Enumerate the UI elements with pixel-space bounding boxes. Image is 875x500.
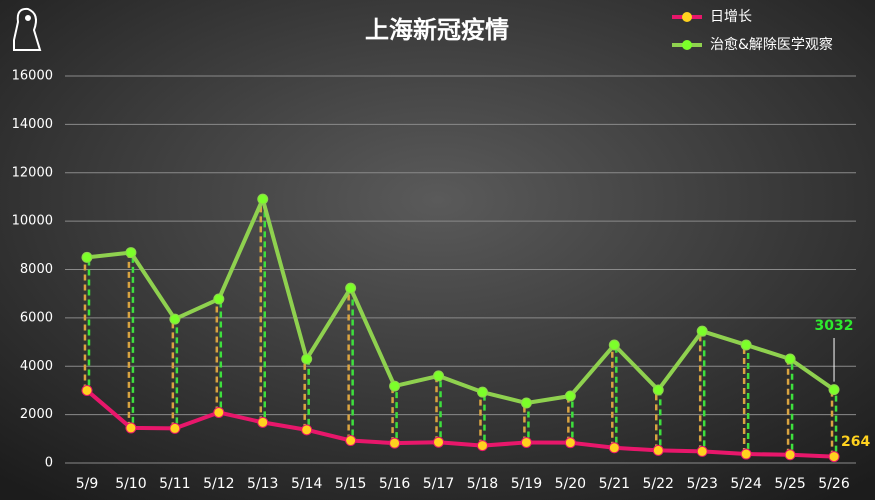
x-tick-label: 5/10 <box>115 476 146 492</box>
data-point <box>476 386 488 398</box>
data-point <box>696 325 708 337</box>
legend-label: 日增长 <box>710 9 752 25</box>
data-point <box>125 422 137 434</box>
data-label: 264 <box>841 434 870 450</box>
x-tick-label: 5/24 <box>730 476 762 492</box>
x-tick-label: 5/19 <box>511 476 542 492</box>
x-tick-label: 5/14 <box>291 476 323 492</box>
y-tick-label: 12000 <box>12 165 53 180</box>
y-tick-label: 2000 <box>20 407 53 422</box>
y-tick-label: 0 <box>45 456 53 471</box>
data-point <box>784 353 796 365</box>
data-point <box>257 416 269 428</box>
x-tick-label: 5/13 <box>247 476 278 492</box>
y-tick-label: 16000 <box>12 69 53 84</box>
data-label: 3032 <box>815 318 854 334</box>
y-tick-label: 14000 <box>12 117 53 132</box>
x-tick-label: 5/25 <box>774 476 805 492</box>
x-tick-label: 5/16 <box>379 476 411 492</box>
data-point <box>520 397 532 409</box>
data-point <box>345 282 357 294</box>
data-point <box>740 448 752 460</box>
x-tick-label: 5/18 <box>467 476 498 492</box>
data-point <box>564 437 576 449</box>
data-point <box>696 445 708 457</box>
x-tick-label: 5/23 <box>686 476 717 492</box>
data-point <box>169 422 181 434</box>
data-point <box>828 384 840 396</box>
logo <box>13 7 42 51</box>
data-point <box>213 406 225 418</box>
data-point <box>476 440 488 452</box>
x-tick-label: 5/15 <box>335 476 366 492</box>
y-tick-label: 8000 <box>20 262 53 277</box>
data-point <box>345 435 357 447</box>
data-point <box>828 451 840 463</box>
data-point <box>652 384 664 396</box>
series-line <box>86 197 836 406</box>
series-line <box>85 388 835 459</box>
x-tick-label: 5/9 <box>76 476 99 492</box>
data-point <box>740 339 752 351</box>
x-tick-label: 5/11 <box>159 476 190 492</box>
x-tick-label: 5/22 <box>643 476 674 492</box>
data-point <box>389 437 401 449</box>
legend-marker <box>682 40 692 50</box>
x-tick-label: 5/12 <box>203 476 234 492</box>
y-tick-label: 6000 <box>20 310 53 325</box>
data-point <box>433 370 445 382</box>
y-tick-label: 4000 <box>20 359 53 374</box>
legend-label: 治愈&解除医学观察 <box>710 36 833 53</box>
chart-title: 上海新冠疫情 <box>365 16 509 44</box>
data-point <box>301 353 313 365</box>
data-point <box>169 313 181 325</box>
data-point <box>784 449 796 461</box>
data-point <box>81 384 93 396</box>
data-point <box>608 339 620 351</box>
data-point <box>433 436 445 448</box>
x-tick-label: 5/26 <box>818 476 850 492</box>
data-point <box>213 293 225 305</box>
x-tick-label: 5/20 <box>555 476 586 492</box>
x-tick-label: 5/21 <box>599 476 630 492</box>
y-tick-label: 10000 <box>12 214 53 229</box>
data-point <box>520 436 532 448</box>
data-point <box>301 424 313 436</box>
data-point <box>608 442 620 454</box>
data-point <box>564 390 576 402</box>
data-point <box>389 380 401 392</box>
data-point <box>257 193 269 205</box>
data-point <box>125 247 137 259</box>
legend-marker <box>682 12 692 22</box>
x-tick-label: 5/17 <box>423 476 454 492</box>
data-point <box>81 251 93 263</box>
data-point <box>652 444 664 456</box>
